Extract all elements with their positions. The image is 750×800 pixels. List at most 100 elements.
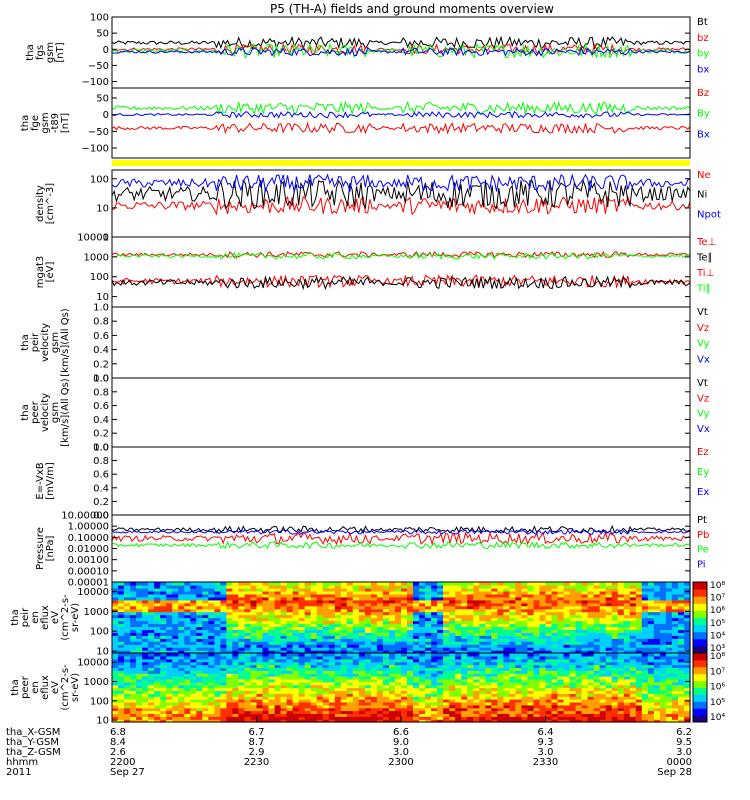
- spectrogram-cell: [545, 699, 553, 703]
- spectrogram-cell: [569, 693, 577, 697]
- spectrogram-cell: [340, 681, 348, 686]
- spectrogram-cell: [563, 667, 571, 671]
- spectrogram-cell: [154, 635, 161, 639]
- spectrogram-cell: [599, 690, 607, 694]
- spectrogram-cell: [599, 629, 607, 633]
- spectrogram-cell: [407, 635, 414, 639]
- spectrogram-cell: [617, 626, 625, 630]
- spectrogram-cell: [401, 687, 408, 691]
- spectrogram-cell: [539, 585, 547, 589]
- spectrogram-cell: [569, 587, 577, 592]
- spectrogram-cell: [292, 590, 300, 595]
- spectrogram-cell: [364, 644, 372, 648]
- spectrogram-cell: [635, 699, 643, 703]
- colorbar-step: [693, 696, 707, 699]
- spectrogram-cell: [473, 716, 480, 720]
- spectrogram-cell: [250, 632, 258, 636]
- spectrogram-cell: [599, 587, 607, 592]
- spectrogram-cell: [310, 716, 318, 720]
- spectrogram-cell: [160, 599, 167, 604]
- spectrogram-cell: [389, 614, 396, 619]
- spectrogram-cell: [196, 602, 203, 607]
- spectrogram-cell: [647, 699, 655, 703]
- spectrogram-cell: [569, 596, 577, 601]
- spectrogram-cell: [136, 667, 143, 671]
- spectrogram-cell: [461, 670, 468, 674]
- spectrogram-cell: [593, 582, 601, 586]
- spectrogram-cell: [382, 605, 390, 610]
- spectrogram-cell: [521, 590, 528, 595]
- y-tick-label: 0.2: [93, 497, 109, 508]
- spectrogram-cell: [629, 626, 637, 630]
- spectrogram-cell: [274, 687, 282, 691]
- spectrogram-cell: [196, 699, 203, 703]
- spectrogram-cell: [659, 582, 667, 586]
- spectrogram-cell: [136, 713, 143, 717]
- spectrogram-cell: [208, 617, 215, 622]
- spectrogram-cell: [509, 707, 516, 712]
- spectrogram-cell: [587, 701, 595, 706]
- spectrogram-cell: [485, 638, 492, 642]
- spectrogram-cell: [340, 608, 348, 613]
- spectrogram-cell: [232, 623, 239, 627]
- spectrogram-cell: [407, 582, 414, 586]
- spectrogram-cell: [292, 670, 300, 674]
- spectrogram-cell: [376, 641, 384, 645]
- spectrogram-cell: [629, 699, 637, 703]
- spectrogram-cell: [509, 602, 516, 607]
- spectrogram-cell: [521, 655, 528, 660]
- spectrogram-cell: [678, 667, 685, 671]
- spectrogram-cell: [136, 587, 143, 592]
- spectrogram-cell: [503, 701, 510, 706]
- spectrogram-cell: [244, 608, 252, 613]
- spectrogram-cell: [340, 593, 348, 598]
- spectrogram-cell: [262, 661, 270, 666]
- spectrogram-cell: [202, 693, 209, 697]
- spectrogram-cell: [274, 693, 282, 697]
- spectrogram-cell: [389, 605, 396, 610]
- spectrogram-cell: [497, 644, 504, 648]
- spectrogram-cell: [659, 614, 667, 619]
- spectrogram-cell: [684, 599, 691, 604]
- spectrogram-cell: [497, 608, 504, 613]
- spectrogram-cell: [154, 701, 161, 706]
- spectrogram-cell: [653, 655, 661, 660]
- spectrogram-cell: [154, 713, 161, 717]
- spectrogram-cell: [623, 605, 631, 610]
- colorbar-step: [693, 711, 707, 714]
- spectrogram-cell: [268, 590, 276, 595]
- spectrogram-cell: [262, 605, 270, 610]
- spectrogram-cell: [449, 667, 456, 671]
- spectrogram-cell: [334, 676, 342, 680]
- spectrogram-cell: [647, 587, 655, 592]
- spectrogram-cell: [154, 693, 161, 697]
- spectrogram-cell: [401, 626, 408, 630]
- spectrogram-cell: [370, 617, 378, 622]
- spectrogram-cell: [437, 590, 444, 595]
- spectrogram-cell: [268, 704, 276, 709]
- spectrogram-cell: [479, 667, 486, 671]
- spectrogram-cell: [352, 670, 360, 674]
- spectrogram-cell: [160, 602, 167, 607]
- spectrogram-cell: [611, 626, 619, 630]
- spectrogram-cell: [346, 673, 354, 677]
- spectrogram-cell: [449, 590, 456, 595]
- spectrogram-cell: [262, 678, 270, 683]
- spectrogram-cell: [623, 585, 631, 589]
- spectrogram-cell: [232, 713, 239, 717]
- spectrogram-cell: [256, 681, 264, 686]
- spectrogram-cell: [623, 696, 631, 700]
- spectrogram-cell: [419, 678, 426, 683]
- spectrogram-cell: [250, 608, 258, 613]
- spectrogram-cell: [563, 676, 571, 680]
- spectrogram-cell: [274, 593, 282, 598]
- spectrogram-cell: [557, 602, 565, 607]
- spectrogram-cell: [244, 582, 252, 586]
- spectrogram-cell: [581, 599, 589, 604]
- spectrogram-cell: [340, 582, 348, 586]
- spectrogram-cell: [364, 707, 372, 712]
- spectrogram-cell: [641, 617, 649, 622]
- spectrogram-cell: [647, 658, 655, 663]
- y-tick-label: 0.8: [93, 456, 109, 467]
- spectrogram-cell: [148, 693, 155, 697]
